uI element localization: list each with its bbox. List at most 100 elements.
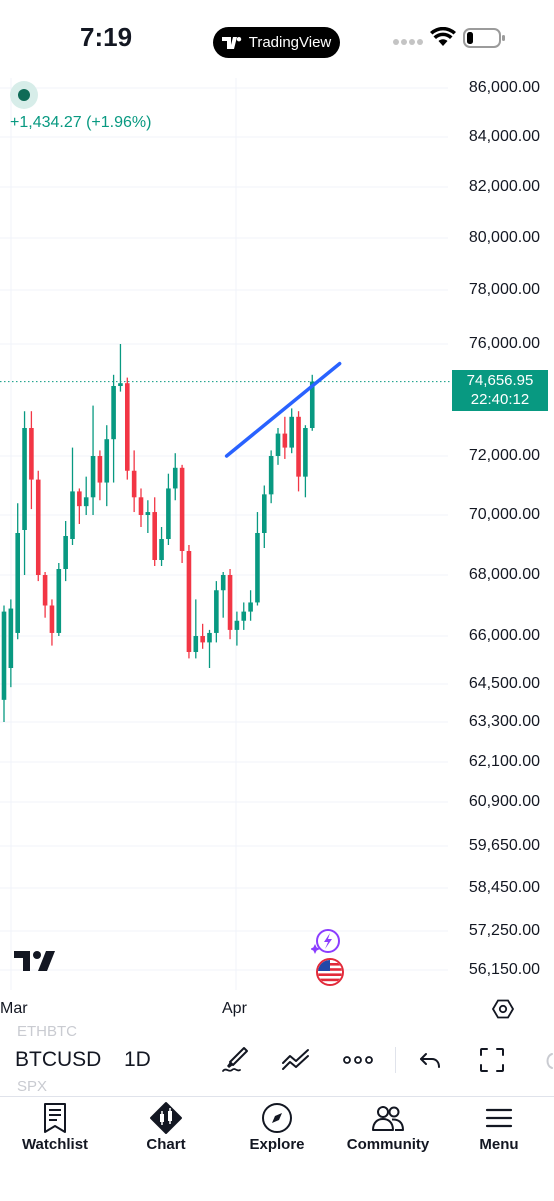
tradingview-watermark-icon[interactable] <box>14 950 56 972</box>
candle-body <box>8 608 14 668</box>
y-axis-label: 84,000.00 <box>468 128 540 145</box>
candle-body <box>241 611 247 621</box>
y-axis-label: 80,000.00 <box>468 229 540 246</box>
live-indicator <box>10 81 38 109</box>
candle-body <box>131 470 137 498</box>
more-options-button[interactable] <box>342 1044 374 1076</box>
y-axis-label: 59,650.00 <box>468 837 540 854</box>
y-axis-label: 82,000.00 <box>468 178 540 195</box>
y-axis-label: 68,000.00 <box>468 566 540 583</box>
y-axis-label: 63,300.00 <box>468 713 540 730</box>
candle-body <box>63 536 68 569</box>
x-axis-label-mar: Mar <box>0 1000 28 1017</box>
tab-label: Chart <box>146 1136 186 1153</box>
next-symbol-hint[interactable]: SPX <box>17 1078 48 1095</box>
candle-body <box>97 456 103 483</box>
undo-icon <box>420 1053 440 1068</box>
battery-icon <box>463 28 505 48</box>
tab-watchlist[interactable]: Watchlist <box>0 1100 110 1160</box>
undo-button[interactable] <box>414 1044 446 1076</box>
indicators-button[interactable] <box>280 1044 312 1076</box>
current-price-tag: 74,656.95 22:40:12 <box>452 370 548 411</box>
tradingview-logo-icon <box>221 36 241 49</box>
candle-body <box>42 575 48 606</box>
candle-body <box>262 494 267 533</box>
y-axis-label: 78,000.00 <box>468 281 540 298</box>
candle-body <box>179 467 185 551</box>
candle-body <box>1 611 7 700</box>
candle-body <box>234 620 240 630</box>
candle-body <box>77 491 82 507</box>
brush-icon <box>222 1047 248 1072</box>
scroll-hint-icon <box>546 1053 553 1069</box>
candle-body <box>83 497 89 507</box>
candle-body <box>49 605 55 633</box>
y-axis-label: 60,900.00 <box>468 793 540 810</box>
candlestick-chart[interactable] <box>0 78 554 990</box>
bar-countdown: 22:40:12 <box>470 391 530 408</box>
app-indicator-pill[interactable]: TradingView <box>213 27 340 58</box>
candle-body <box>200 636 205 643</box>
price-change: +1,434.27 (+1.96%) <box>10 114 152 131</box>
drawing-tools-button[interactable] <box>219 1044 251 1076</box>
candle-body <box>70 491 75 539</box>
candle-body <box>214 590 219 633</box>
app-name: TradingView <box>248 34 332 51</box>
tab-chart[interactable]: Chart <box>111 1100 221 1160</box>
fullscreen-button[interactable] <box>476 1044 508 1076</box>
candle-body <box>35 479 41 575</box>
fullscreen-icon <box>480 1048 504 1072</box>
candle-body <box>22 428 27 530</box>
candle-body <box>282 433 288 448</box>
candle-body <box>111 386 116 440</box>
candle-body <box>152 512 157 560</box>
candle-body <box>125 383 130 471</box>
candle-body <box>268 456 274 495</box>
interval-selector[interactable]: 1D <box>124 1048 151 1071</box>
candle-body <box>309 381 315 428</box>
candle-body <box>145 512 151 515</box>
us-economic-event-icon[interactable] <box>316 958 344 986</box>
candle-body <box>193 636 199 652</box>
candle-body <box>166 488 171 539</box>
y-axis-label: 57,250.00 <box>468 922 540 939</box>
current-price: 74,656.95 <box>466 372 534 389</box>
prev-symbol-hint[interactable]: ETHBTC <box>17 1023 77 1040</box>
y-axis-label: 70,000.00 <box>468 506 540 523</box>
symbol-selector[interactable]: BTCUSD <box>15 1048 102 1071</box>
ai-event-icon[interactable] <box>311 928 343 956</box>
trendline <box>224 361 342 458</box>
tab-community[interactable]: Community <box>333 1100 443 1160</box>
chart-area[interactable] <box>0 78 554 990</box>
candle-body <box>207 632 212 643</box>
hamburger-icon <box>485 1108 513 1128</box>
more-icon <box>343 1056 373 1064</box>
y-axis-label: 58,450.00 <box>468 879 540 896</box>
wifi-icon <box>430 27 456 46</box>
candle-body <box>255 533 260 603</box>
status-bar: 7:19 TradingView <box>0 0 554 78</box>
candle-body <box>138 497 144 515</box>
chart-icon <box>150 1102 182 1134</box>
candle-body <box>296 416 301 477</box>
y-axis-label: 56,150.00 <box>468 961 540 978</box>
tab-label: Explore <box>249 1136 305 1153</box>
candle-body <box>56 569 62 633</box>
candle-body <box>275 433 281 456</box>
chart-settings-icon[interactable] <box>492 998 514 1020</box>
y-axis-label: 86,000.00 <box>468 79 540 96</box>
candle-body <box>104 439 110 483</box>
tab-explore[interactable]: Explore <box>222 1100 332 1160</box>
candle-body <box>303 428 308 477</box>
candle-body <box>159 539 164 560</box>
watchlist-icon <box>44 1103 66 1133</box>
candle-body <box>15 533 20 633</box>
clock: 7:19 <box>80 22 133 52</box>
indicators-icon <box>282 1049 309 1070</box>
x-axis-label-apr: Apr <box>222 1000 247 1017</box>
bottom-tab-bar <box>0 1096 554 1201</box>
community-icon <box>372 1106 404 1131</box>
tab-menu[interactable]: Menu <box>444 1100 554 1160</box>
candle-body <box>172 467 178 489</box>
candle-body <box>289 416 294 448</box>
